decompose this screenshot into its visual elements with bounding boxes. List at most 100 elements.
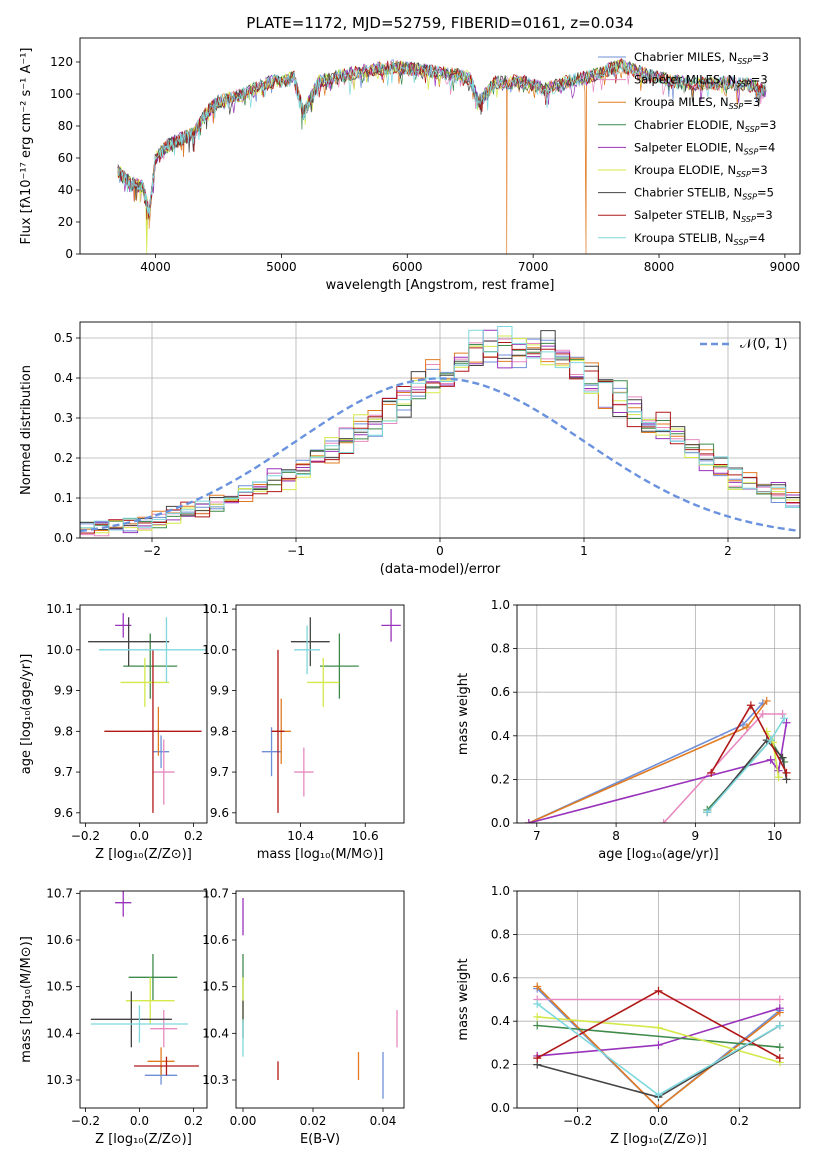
mass-weight-line [528, 702, 764, 823]
x-axis-label: age [log₁₀(age/yr)] [598, 847, 719, 862]
mass-weight-point [533, 982, 542, 991]
panel-residuals: −2 −1 0 1 2 0.0 0.1 0.2 0.3 0.4 0.5 (data-model)/er… [19, 321, 801, 577]
mass-weight-point [742, 723, 751, 732]
x-tick-label: 8 [612, 829, 620, 843]
legend-nssp-subscript: SSP [741, 215, 756, 224]
errorbar-point [115, 891, 132, 917]
y-tick-label: 9.9 [210, 684, 229, 698]
plot-frame [516, 604, 801, 824]
errorbar-point [294, 747, 314, 797]
legend-model-name: Kroupa STELIB [634, 231, 718, 245]
legend-model-name: Chabrier ELODIE [634, 118, 729, 132]
errorbar-point [152, 739, 175, 805]
legend-nssp-prefix: , N [725, 208, 741, 222]
x-axis-label: Z [log₁₀(Z/Z⊙)] [95, 1132, 192, 1147]
x-tick-label: 0.2 [184, 829, 203, 843]
y-tick-label: 0 [65, 247, 73, 261]
x-tick-label: 7000 [518, 260, 549, 274]
legend-label: Kroupa STELIB, NSSP=4 [634, 231, 765, 247]
errorbar-point [294, 625, 320, 675]
x-tick-label: 7 [533, 829, 541, 843]
errorbar-point [320, 633, 359, 699]
panel-spectrum: 4000 5000 6000 7000 8000 9000 0 20 40 60 80 100 120 w… [19, 37, 801, 293]
legend-nssp-subscript: SSP [737, 57, 752, 66]
y-tick-label: 0.8 [491, 642, 510, 656]
y-tick-label: 20 [58, 215, 73, 229]
y-tick-label: 10.1 [202, 602, 229, 616]
y-axis-label: mass weight [456, 958, 471, 1040]
y-tick-label: 0.0 [491, 816, 510, 830]
legend-nssp-subscript: SSP [744, 147, 759, 156]
y-tick-label: 10.6 [202, 933, 229, 947]
errorbar-point [90, 1005, 189, 1043]
plot-frame [79, 37, 801, 255]
errorbar-point [120, 657, 170, 707]
mass-weight-line [528, 722, 788, 823]
y-tick-label: 10.0 [202, 643, 229, 657]
x-tick-label: 0.02 [300, 1114, 327, 1128]
legend-model-name: Chabrier MILES [634, 50, 721, 64]
plot-frame [516, 890, 801, 1109]
y-tick-label: 0.4 [491, 1014, 510, 1028]
y-tick-label: 100 [50, 87, 73, 101]
y-tick-label: 9.8 [210, 724, 229, 738]
legend-nssp-prefix: , N [728, 140, 744, 154]
errorbar-point [307, 657, 340, 707]
spectrum-line [117, 59, 767, 217]
mass-weight-point [782, 768, 791, 777]
legend-model-name: Salpeter STELIB [634, 208, 725, 222]
mass-weight-point [654, 1090, 663, 1099]
x-tick-label: 2 [724, 544, 732, 558]
x-tick-label: 0.0 [649, 1114, 668, 1128]
legend-model-name: Kroupa MILES [634, 95, 713, 109]
y-tick-label: 9.7 [210, 765, 229, 779]
mass-weight-point [533, 1054, 542, 1063]
legend-label: Salpeter ELODIE, NSSP=4 [634, 140, 775, 156]
y-tick-label: 10.6 [46, 933, 73, 947]
y-tick-label: 9.9 [54, 684, 73, 698]
errorbar-point [123, 633, 178, 699]
legend-label: Chabrier ELODIE, NSSP=3 [634, 118, 776, 134]
y-axis-label: Normed distribution [19, 365, 34, 495]
y-tick-label: 0.4 [491, 729, 510, 743]
x-tick-label: 8000 [644, 260, 675, 274]
panel-weight_vs_Z: −0.2 0.0 0.2 0.0 0.2 0.4 0.6 0.8 1.0 Z [log₁₀(Z/Z… [456, 884, 801, 1147]
y-tick-label: 10.3 [202, 1073, 229, 1087]
legend-label: Salpeter STELIB, NSSP=3 [634, 208, 773, 224]
legend-nssp-subscript: SSP [742, 193, 757, 202]
y-tick-label: 0.5 [54, 331, 73, 345]
x-tick-label: 1 [580, 544, 588, 558]
x-tick-label: 0.00 [230, 1114, 257, 1128]
legend-label: Chabrier STELIB, NSSP=5 [634, 186, 774, 202]
mass-weight-point [766, 755, 775, 764]
mass-weight-line [528, 700, 768, 823]
legend-model-name: Kroupa ELODIE [634, 163, 720, 177]
errorbar-point [147, 1047, 175, 1076]
x-tick-label: 10.6 [352, 829, 379, 843]
y-axis-label: mass [log₁₀(M/M⊙)] [19, 936, 34, 1063]
y-tick-label: 0.6 [491, 971, 510, 985]
mass-weight-point [775, 1054, 784, 1063]
legend-label: Chabrier MILES, NSSP=3 [634, 50, 769, 66]
mass-weight-point [654, 1104, 663, 1108]
legend-model-name: Chabrier STELIB [634, 186, 726, 200]
spectrum-line [117, 59, 767, 214]
errorbar-point [90, 991, 172, 1048]
x-tick-label: −0.2 [71, 829, 100, 843]
errorbar-point [98, 617, 207, 683]
panel-age_vs_Z: −0.2 0.0 0.2 9.6 9.7 9.8 9.9 10.0 10.1 Z [log₁₀(Z… [19, 602, 208, 862]
legend-nssp-value: =3 [756, 208, 773, 222]
y-tick-label: 40 [58, 183, 73, 197]
mass-weight-point [654, 1041, 663, 1050]
panel-mass_vs_EBV: 0.00 0.02 0.04 10.3 10.4 10.5 10.6 10.7 E(B-V) [202, 886, 405, 1147]
y-tick-label: 60 [58, 151, 73, 165]
mass-weight-point [775, 1004, 784, 1013]
mass-weight-point [775, 1021, 784, 1030]
y-tick-label: 9.6 [210, 806, 229, 820]
errorbar-point [290, 617, 330, 667]
y-tick-label: 10.1 [46, 602, 73, 616]
legend-label: 𝒩(0, 1) [740, 337, 787, 352]
x-axis-label: Z [log₁₀(Z/Z⊙)] [610, 1132, 707, 1147]
plot-frame [235, 890, 405, 1109]
legend-label: Salpeter MILES, NSSP=3 [634, 73, 768, 89]
